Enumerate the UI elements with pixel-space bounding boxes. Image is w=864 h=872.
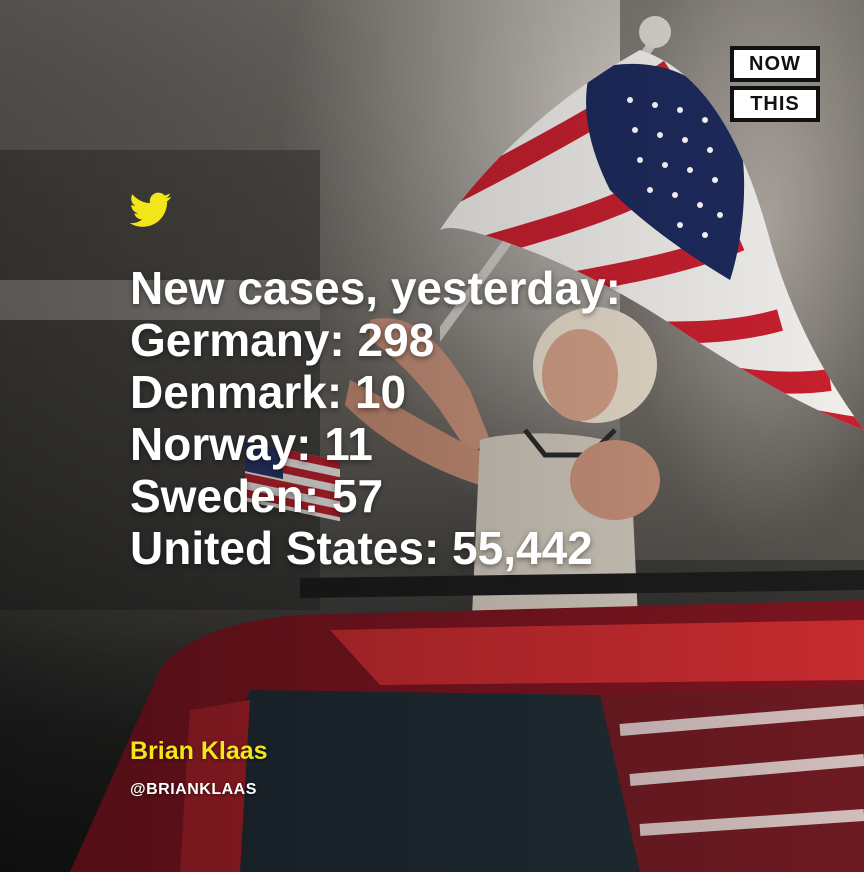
logo-line-now: NOW [730,46,820,82]
woman-figure [345,307,660,660]
author-name: Brian Klaas [130,737,268,765]
small-flag-image [245,441,340,522]
tweet-line-denmark: Denmark: 10 [130,366,407,418]
tweet-line-header: New cases, yesterday: [130,262,621,314]
author-handle: @BRIANKLAAS [130,781,257,798]
logo-line-this: THIS [730,86,820,122]
twitter-bird-icon [130,192,172,227]
nowthis-logo: NOW THIS [730,46,822,126]
red-car [70,570,864,872]
tweet-text: New cases, yesterday: Germany: 298 Denma… [130,262,850,574]
tweet-line-sweden: Sweden: 57 [130,470,384,522]
tweet-line-united-states: United States: 55,442 [130,522,593,574]
storefront-awning [0,280,320,320]
tweet-line-norway: Norway: 11 [130,418,373,470]
tweet-line-germany: Germany: 298 [130,314,435,366]
storefront-wall [0,150,320,610]
